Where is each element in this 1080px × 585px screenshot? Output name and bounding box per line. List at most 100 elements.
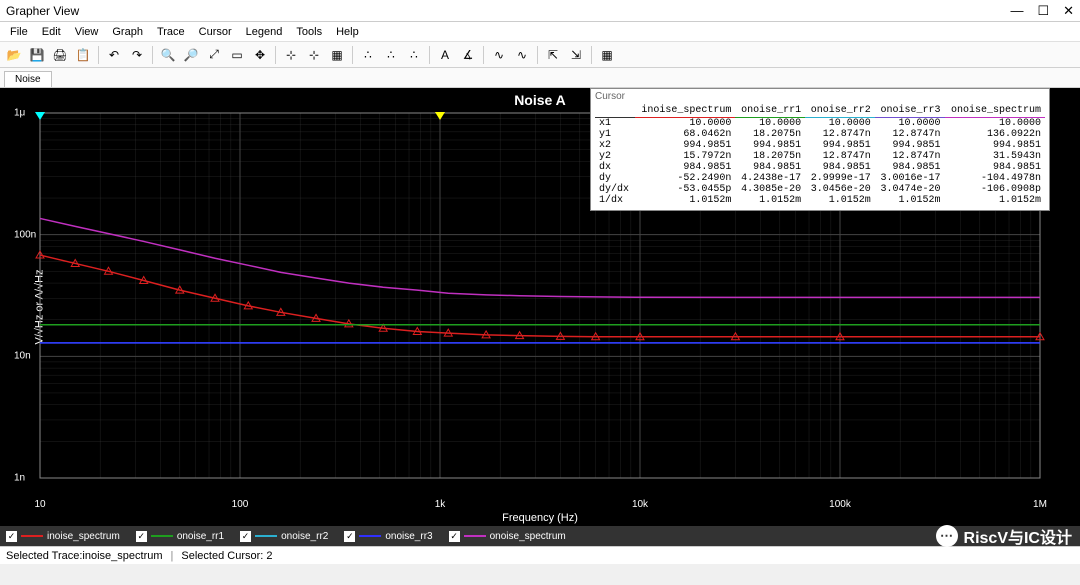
x-axis-label: Frequency (Hz) xyxy=(502,512,578,524)
legend-swatch xyxy=(151,535,173,537)
menu-graph[interactable]: Graph xyxy=(106,24,149,40)
status-cursor: Selected Cursor: 2 xyxy=(181,550,272,562)
ytick: 100n xyxy=(14,229,36,240)
tool-save[interactable]: 💾 xyxy=(27,45,47,65)
cursor-panel[interactable]: Cursor inoise_spectrumonoise_rr1onoise_r… xyxy=(590,88,1050,211)
tool-measure[interactable]: ∡ xyxy=(458,45,478,65)
cursor-row: dx984.9851984.9851984.9851984.9851984.98… xyxy=(595,162,1045,173)
window-controls: — ☐ ✕ xyxy=(1010,3,1074,19)
tool-print[interactable]: 🖨 xyxy=(50,45,70,65)
cursor-row: x2994.9851994.9851994.9851994.9851994.98… xyxy=(595,140,1045,151)
toolbar-separator xyxy=(275,46,276,64)
status-bar: Selected Trace:inoise_spectrum | Selecte… xyxy=(0,546,1080,564)
legend-item-inoise_spectrum[interactable]: ✓inoise_spectrum xyxy=(6,531,120,542)
toolbar: 📂💾🖨📋↶↷🔍🔎⤢▭✥⊹⊹▦∴∴∴A∡∿∿⇱⇲▦ xyxy=(0,42,1080,68)
maximize-button[interactable]: ☐ xyxy=(1037,3,1049,19)
legend-label: onoise_rr2 xyxy=(281,531,328,542)
legend-swatch xyxy=(255,535,277,537)
tool-grid[interactable]: ▦ xyxy=(597,45,617,65)
menu-tools[interactable]: Tools xyxy=(290,24,328,40)
tool-zoom-out[interactable]: 🔎 xyxy=(181,45,201,65)
tool-pan[interactable]: ✥ xyxy=(250,45,270,65)
tool-zoom-region[interactable]: ▭ xyxy=(227,45,247,65)
legend-checkbox[interactable]: ✓ xyxy=(344,531,355,542)
cursor-col-onoise_rr2: onoise_rr2 xyxy=(805,104,875,118)
legend-item-onoise_rr2[interactable]: ✓ onoise_rr2 xyxy=(240,531,328,542)
plot-area[interactable]: Noise A V/√Hz or A/√Hz Frequency (Hz) Cu… xyxy=(0,88,1080,526)
toolbar-separator xyxy=(537,46,538,64)
tool-marker-dot[interactable]: ∴ xyxy=(381,45,401,65)
tool-wave2[interactable]: ∿ xyxy=(512,45,532,65)
tool-text-A[interactable]: A xyxy=(435,45,455,65)
ytick: 1n xyxy=(14,473,25,484)
tool-redo[interactable]: ↷ xyxy=(127,45,147,65)
legend-swatch xyxy=(21,535,43,537)
legend-swatch xyxy=(359,535,381,537)
ytick: 1μ xyxy=(14,108,25,119)
toolbar-separator xyxy=(483,46,484,64)
cursor-col-onoise_rr3: onoise_rr3 xyxy=(875,104,945,118)
menu-file[interactable]: File xyxy=(4,24,34,40)
cursor-panel-title: Cursor xyxy=(595,91,1045,102)
tool-zoom-in[interactable]: 🔍 xyxy=(158,45,178,65)
tool-export2[interactable]: ⇲ xyxy=(566,45,586,65)
cursor-row: x110.000010.000010.000010.000010.0000 xyxy=(595,118,1045,130)
legend-item-onoise_spectrum[interactable]: ✓onoise_spectrum xyxy=(449,531,566,542)
xtick: 100k xyxy=(829,499,851,510)
legend-checkbox[interactable]: ✓ xyxy=(449,531,460,542)
tool-cursor-data[interactable]: ▦ xyxy=(327,45,347,65)
cursor-row: 1/dx1.0152m1.0152m1.0152m1.0152m1.0152m xyxy=(595,195,1045,206)
tool-wave[interactable]: ∿ xyxy=(489,45,509,65)
toolbar-separator xyxy=(352,46,353,64)
menu-edit[interactable]: Edit xyxy=(36,24,67,40)
menu-help[interactable]: Help xyxy=(330,24,365,40)
legend-checkbox[interactable]: ✓ xyxy=(240,531,251,542)
xtick: 1k xyxy=(435,499,446,510)
legend-swatch xyxy=(464,535,486,537)
window-title: Grapher View xyxy=(6,4,79,18)
cursor-col-onoise_spectrum: onoise_spectrum xyxy=(945,104,1046,118)
tool-file-open[interactable]: 📂 xyxy=(4,45,24,65)
menu-trace[interactable]: Trace xyxy=(151,24,191,40)
wechat-icon: ⋯ xyxy=(936,525,958,547)
legend-checkbox[interactable]: ✓ xyxy=(136,531,147,542)
tool-copy[interactable]: 📋 xyxy=(73,45,93,65)
legend-item-onoise_rr1[interactable]: ✓ onoise_rr1 xyxy=(136,531,224,542)
xtick: 100 xyxy=(232,499,249,510)
legend-checkbox[interactable]: ✓ xyxy=(6,531,17,542)
toolbar-separator xyxy=(98,46,99,64)
tool-cursor1[interactable]: ⊹ xyxy=(281,45,301,65)
xtick: 10k xyxy=(632,499,648,510)
legend-label: onoise_rr1 xyxy=(177,531,224,542)
ytick: 10n xyxy=(14,351,31,362)
tool-undo[interactable]: ↶ xyxy=(104,45,124,65)
cursor-col-inoise_spectrum: inoise_spectrum xyxy=(635,104,735,118)
menu-view[interactable]: View xyxy=(69,24,105,40)
legend-item-onoise_rr3[interactable]: ✓ onoise_rr3 xyxy=(344,531,432,542)
status-trace: Selected Trace:inoise_spectrum xyxy=(6,550,163,562)
tool-zoom-fit[interactable]: ⤢ xyxy=(204,45,224,65)
close-button[interactable]: ✕ xyxy=(1063,3,1074,19)
tab-noise[interactable]: Noise xyxy=(4,71,52,87)
cursor-row: dy/dx-53.0455p4.3085e-203.0456e-203.0474… xyxy=(595,184,1045,195)
tool-marker-tri[interactable]: ∴ xyxy=(358,45,378,65)
tool-marker-sq[interactable]: ∴ xyxy=(404,45,424,65)
cursor-col-onoise_rr1: onoise_rr1 xyxy=(735,104,805,118)
legend-bar: ✓inoise_spectrum✓onoise_rr1✓onoise_rr2✓o… xyxy=(0,526,1080,546)
xtick: 10 xyxy=(34,499,45,510)
menubar: FileEditViewGraphTraceCursorLegendToolsH… xyxy=(0,22,1080,42)
cursor-row: y215.7972n18.2075n12.8747n12.8747n31.594… xyxy=(595,151,1045,162)
cursor-row: dy-52.2490n4.2438e-172.9999e-173.0016e-1… xyxy=(595,173,1045,184)
xtick: 1M xyxy=(1033,499,1047,510)
tool-export[interactable]: ⇱ xyxy=(543,45,563,65)
menu-legend[interactable]: Legend xyxy=(240,24,289,40)
watermark: ⋯ RiscV与IC设计 xyxy=(936,524,1072,548)
toolbar-separator xyxy=(429,46,430,64)
menu-cursor[interactable]: Cursor xyxy=(193,24,238,40)
minimize-button[interactable]: — xyxy=(1010,3,1023,19)
legend-label: onoise_rr3 xyxy=(385,531,432,542)
status-separator: | xyxy=(171,550,174,562)
window-titlebar: Grapher View — ☐ ✕ xyxy=(0,0,1080,22)
toolbar-separator xyxy=(152,46,153,64)
tool-cursor2[interactable]: ⊹ xyxy=(304,45,324,65)
